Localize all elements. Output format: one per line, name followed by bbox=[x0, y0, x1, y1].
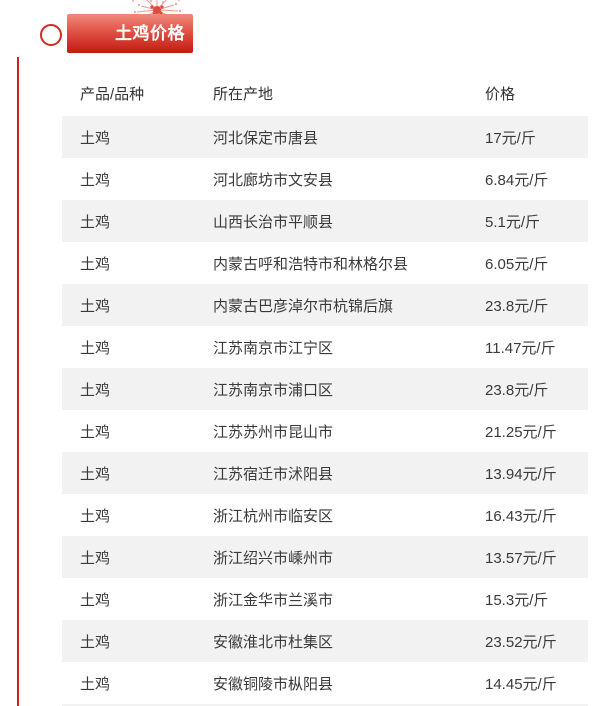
cell-product: 土鸡 bbox=[80, 213, 111, 231]
cell-product: 土鸡 bbox=[80, 339, 111, 357]
table-row: 土鸡 江苏宿迁市沭阳县 13.94元/斤 bbox=[62, 452, 588, 494]
table-row: 土鸡 山西长治市平顺县 5.1元/斤 bbox=[62, 200, 588, 242]
cell-product: 土鸡 bbox=[80, 297, 111, 315]
cell-price: 17元/斤 bbox=[485, 129, 536, 147]
price-table: 产品/品种 所在产地 价格 土鸡 河北保定市唐县 17元/斤 土鸡 河北廊坊市文安县 6.… bbox=[62, 70, 588, 706]
cell-price: 6.05元/斤 bbox=[485, 255, 549, 273]
cell-price: 13.94元/斤 bbox=[485, 465, 557, 483]
cell-origin: 浙江杭州市临安区 bbox=[213, 507, 334, 525]
cell-product: 土鸡 bbox=[80, 171, 111, 189]
cell-origin: 江苏苏州市昆山市 bbox=[213, 423, 334, 441]
cell-product: 土鸡 bbox=[80, 549, 111, 567]
cell-price: 14.45元/斤 bbox=[485, 675, 557, 693]
cell-product: 土鸡 bbox=[80, 423, 111, 441]
table-row: 土鸡 内蒙古呼和浩特市和林格尔县 6.05元/斤 bbox=[62, 242, 588, 284]
column-header-origin: 所在产地 bbox=[213, 85, 274, 103]
column-header-price: 价格 bbox=[485, 85, 516, 103]
cell-product: 土鸡 bbox=[80, 129, 111, 147]
table-row: 土鸡 安徽淮北市杜集区 23.52元/斤 bbox=[62, 620, 588, 662]
cell-origin: 安徽铜陵市枞阳县 bbox=[213, 675, 334, 693]
cell-product: 土鸡 bbox=[80, 591, 111, 609]
cell-origin: 浙江绍兴市嵊州市 bbox=[213, 549, 334, 567]
cell-origin: 河北保定市唐县 bbox=[213, 129, 319, 147]
cell-origin: 河北廊坊市文安县 bbox=[213, 171, 334, 189]
cell-product: 土鸡 bbox=[80, 381, 111, 399]
cell-product: 土鸡 bbox=[80, 675, 111, 693]
cell-price: 13.57元/斤 bbox=[485, 549, 557, 567]
cell-origin: 山西长治市平顺县 bbox=[213, 213, 334, 231]
table-row: 土鸡 江苏南京市江宁区 11.47元/斤 bbox=[62, 326, 588, 368]
cell-price: 23.52元/斤 bbox=[485, 633, 557, 651]
table-row: 土鸡 浙江金华市兰溪市 15.3元/斤 bbox=[62, 578, 588, 620]
table-row: 土鸡 内蒙古巴彦淖尔市杭锦后旗 23.8元/斤 bbox=[62, 284, 588, 326]
table-row: 土鸡 河北保定市唐县 17元/斤 bbox=[62, 116, 588, 158]
table-row: 土鸡 安徽铜陵市枞阳县 14.45元/斤 bbox=[62, 662, 588, 704]
cell-price: 23.8元/斤 bbox=[485, 297, 549, 315]
table-header-row: 产品/品种 所在产地 价格 bbox=[62, 70, 588, 116]
cell-price: 6.84元/斤 bbox=[485, 171, 549, 189]
cell-origin: 内蒙古呼和浩特市和林格尔县 bbox=[213, 255, 409, 273]
cell-origin: 江苏南京市浦口区 bbox=[213, 381, 334, 399]
table-body: 土鸡 河北保定市唐县 17元/斤 土鸡 河北廊坊市文安县 6.84元/斤 土鸡 山西长治市平顺… bbox=[62, 116, 588, 704]
cell-product: 土鸡 bbox=[80, 507, 111, 525]
table-row: 土鸡 浙江绍兴市嵊州市 13.57元/斤 bbox=[62, 536, 588, 578]
column-header-product: 产品/品种 bbox=[80, 85, 145, 103]
cell-price: 11.47元/斤 bbox=[485, 339, 556, 357]
cell-origin: 江苏南京市江宁区 bbox=[213, 339, 334, 357]
cell-product: 土鸡 bbox=[80, 633, 111, 651]
partial-next-row bbox=[62, 704, 588, 706]
table-row: 土鸡 江苏苏州市昆山市 21.25元/斤 bbox=[62, 410, 588, 452]
cell-price: 16.43元/斤 bbox=[485, 507, 557, 525]
cell-price: 5.1元/斤 bbox=[485, 213, 541, 231]
cell-origin: 安徽淮北市杜集区 bbox=[213, 633, 334, 651]
cell-origin: 内蒙古巴彦淖尔市杭锦后旗 bbox=[213, 297, 394, 315]
cell-price: 21.25元/斤 bbox=[485, 423, 557, 441]
accent-vertical-rule bbox=[17, 57, 19, 706]
table-row: 土鸡 浙江杭州市临安区 16.43元/斤 bbox=[62, 494, 588, 536]
cell-origin: 江苏宿迁市沭阳县 bbox=[213, 465, 334, 483]
section-title-badge: 土鸡价格 bbox=[67, 14, 193, 53]
cell-price: 15.3元/斤 bbox=[485, 591, 549, 609]
circle-outline-icon bbox=[40, 24, 62, 46]
cell-product: 土鸡 bbox=[80, 465, 111, 483]
cell-price: 23.8元/斤 bbox=[485, 381, 549, 399]
cell-product: 土鸡 bbox=[80, 255, 111, 273]
section-title: 土鸡价格 bbox=[115, 24, 185, 43]
table-row: 土鸡 河北廊坊市文安县 6.84元/斤 bbox=[62, 158, 588, 200]
cell-origin: 浙江金华市兰溪市 bbox=[213, 591, 334, 609]
table-row: 土鸡 江苏南京市浦口区 23.8元/斤 bbox=[62, 368, 588, 410]
